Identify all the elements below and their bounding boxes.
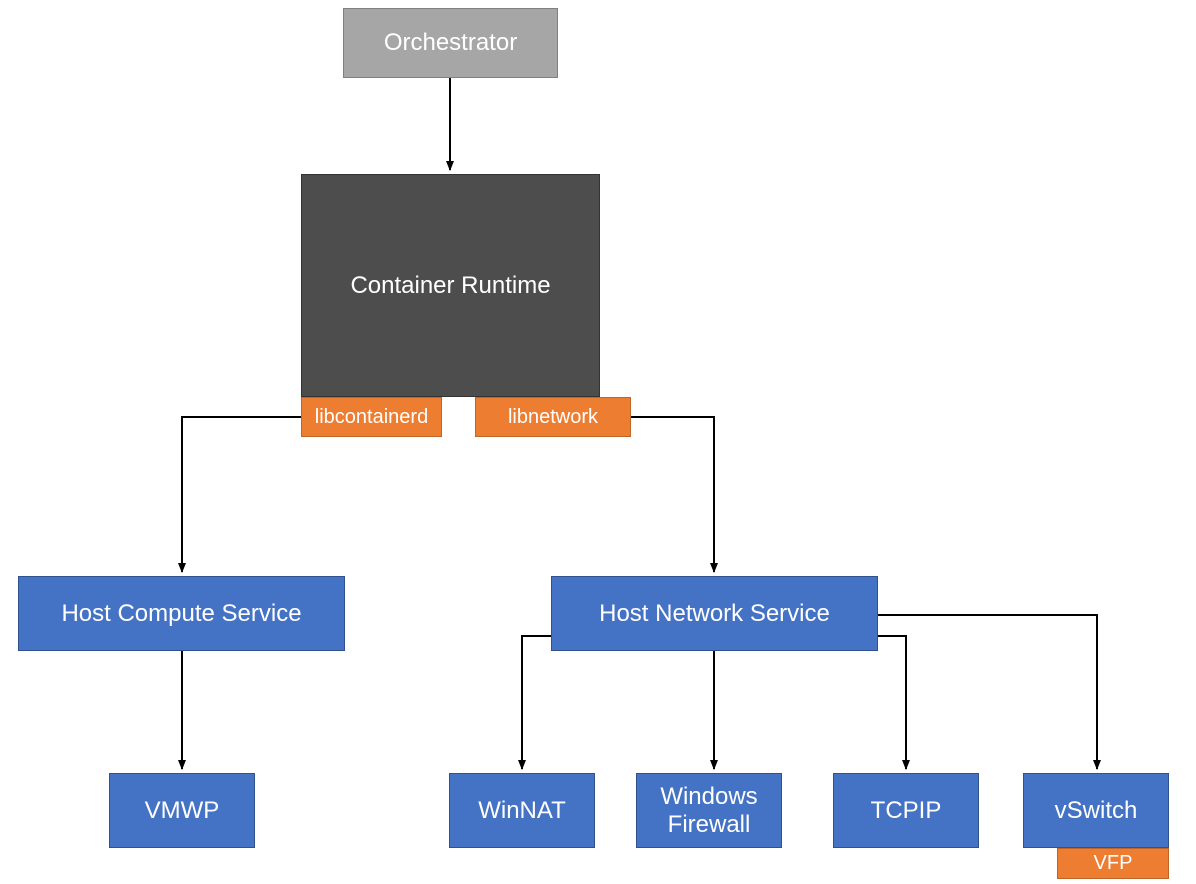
node-label: Windows Firewall	[637, 783, 781, 838]
node-label: Container Runtime	[350, 272, 550, 300]
node-vmwp: VMWP	[109, 773, 255, 848]
edge-hns-to-vswitch	[878, 615, 1097, 769]
node-libcontainerd: libcontainerd	[301, 397, 442, 437]
node-windows-firewall: Windows Firewall	[636, 773, 782, 848]
edge-libnetwork-to-hns	[631, 417, 714, 572]
node-winnat: WinNAT	[449, 773, 595, 848]
node-libnetwork: libnetwork	[475, 397, 631, 437]
node-label: libcontainerd	[315, 406, 428, 429]
node-label: Host Compute Service	[61, 600, 301, 628]
node-vswitch: vSwitch	[1023, 773, 1169, 848]
node-label: WinNAT	[478, 797, 566, 825]
edge-hns-to-tcpip	[878, 636, 906, 769]
edge-libcontainerd-to-hcs	[182, 417, 301, 572]
node-label: libnetwork	[508, 406, 598, 429]
node-label: vSwitch	[1055, 797, 1138, 825]
node-label: Orchestrator	[384, 29, 517, 57]
edge-hns-to-winnat	[522, 636, 551, 769]
node-container-runtime: Container Runtime	[301, 174, 600, 397]
node-orchestrator: Orchestrator	[343, 8, 558, 78]
node-host-compute-service: Host Compute Service	[18, 576, 345, 651]
node-label: VMWP	[145, 797, 220, 825]
node-label: Host Network Service	[599, 600, 830, 628]
node-host-network-service: Host Network Service	[551, 576, 878, 651]
node-label: TCPIP	[871, 797, 942, 825]
node-label: VFP	[1094, 852, 1133, 875]
diagram-edges	[0, 0, 1196, 884]
node-tcpip: TCPIP	[833, 773, 979, 848]
node-vfp: VFP	[1057, 848, 1169, 879]
